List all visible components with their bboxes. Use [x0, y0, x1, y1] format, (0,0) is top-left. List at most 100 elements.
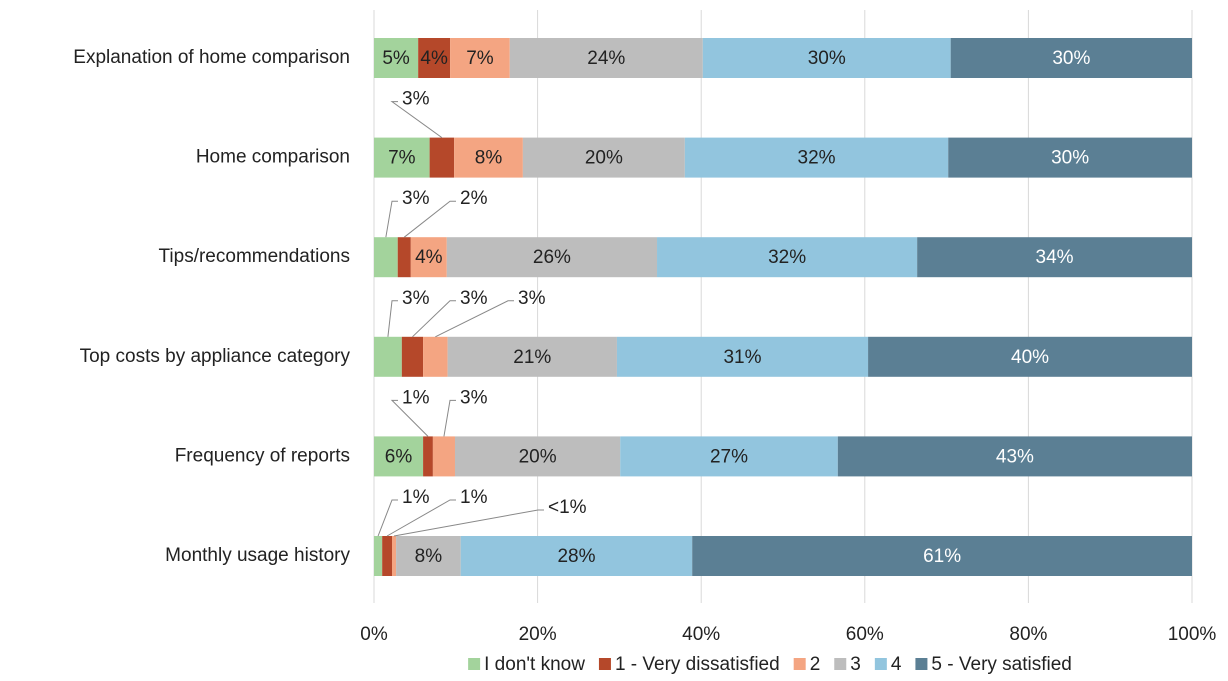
- bar-segment: [460, 536, 693, 576]
- bar-segment: [396, 536, 461, 576]
- bar-segment: [401, 336, 424, 377]
- bar-segment: [684, 137, 949, 178]
- leader-line: [393, 509, 544, 537]
- legend-label: 2: [810, 654, 821, 675]
- data-label: 43%: [996, 446, 1034, 467]
- bar-segment: [374, 336, 402, 377]
- bar-segment: [446, 237, 658, 278]
- bar-segment: [397, 237, 411, 278]
- bar-segment: [692, 536, 1192, 576]
- data-label: 27%: [710, 446, 748, 467]
- x-tick-label: 0%: [360, 624, 388, 645]
- x-tick-label: 80%: [1009, 624, 1047, 645]
- bar-segment: [868, 336, 1192, 377]
- bar-segment: [418, 38, 451, 78]
- bar-segment: [950, 38, 1192, 78]
- data-label: 3%: [518, 288, 546, 309]
- data-label: 4%: [415, 247, 443, 268]
- y-tick-label: Monthly usage history: [165, 545, 350, 566]
- bar-segment: [450, 38, 510, 78]
- data-label: 26%: [533, 247, 571, 268]
- leader-line: [390, 101, 443, 139]
- leader-line: [443, 399, 456, 437]
- leader-line: [387, 300, 398, 337]
- data-label: 3%: [402, 89, 430, 110]
- data-label: 4%: [420, 48, 448, 69]
- bar-segment: [432, 436, 455, 477]
- leader-line: [386, 499, 456, 537]
- legend-label: I don't know: [484, 654, 585, 675]
- bar-segment: [374, 137, 430, 178]
- data-label: 3%: [460, 288, 488, 309]
- bar-segment: [509, 38, 703, 78]
- legend-swatch: [468, 658, 481, 670]
- bar-segment: [522, 137, 685, 178]
- x-tick-label: 40%: [682, 624, 720, 645]
- bar-segment: [948, 137, 1192, 178]
- bar-segment: [374, 38, 419, 78]
- data-label: 8%: [415, 546, 443, 567]
- bar-segment: [382, 536, 392, 576]
- bar-segment: [447, 336, 617, 377]
- bar-segment: [391, 536, 397, 576]
- bar-segment: [374, 536, 383, 576]
- legend-label: 3: [850, 654, 861, 675]
- leader-line: [377, 499, 398, 537]
- y-tick-label: Tips/recommendations: [159, 246, 350, 267]
- data-label: 28%: [557, 546, 595, 567]
- bar-segment: [423, 436, 433, 477]
- legend-swatch: [598, 658, 611, 670]
- data-label: 32%: [798, 148, 836, 169]
- leader-line: [412, 300, 456, 338]
- y-tick-label: Home comparison: [196, 147, 350, 168]
- bar-segment: [423, 336, 448, 377]
- data-label: 7%: [466, 48, 494, 69]
- data-label: 21%: [513, 347, 551, 368]
- data-label: 24%: [587, 48, 625, 69]
- data-label: 1%: [460, 487, 488, 508]
- bar-segment: [374, 237, 398, 278]
- bar-segment: [702, 38, 951, 78]
- y-tick-label: Frequency of reports: [175, 445, 350, 466]
- data-label: 3%: [402, 288, 430, 309]
- leader-line: [390, 399, 429, 437]
- data-label: 3%: [402, 188, 430, 209]
- bar-segment: [454, 137, 523, 178]
- leader-line: [403, 200, 456, 238]
- x-tick-label: 100%: [1168, 624, 1217, 645]
- bar-segment: [837, 436, 1192, 477]
- data-label: 40%: [1011, 347, 1049, 368]
- leader-line: [385, 200, 398, 238]
- bar-segment: [374, 436, 424, 477]
- data-label: 7%: [388, 148, 416, 169]
- data-label: 5%: [382, 48, 410, 69]
- legend-label: 1 - Very dissatisfied: [615, 654, 780, 675]
- data-label: 20%: [585, 148, 623, 169]
- data-label: 30%: [1052, 48, 1090, 69]
- data-label: 32%: [768, 247, 806, 268]
- data-label: 8%: [475, 148, 503, 169]
- leader-line: [435, 300, 514, 338]
- x-tick-label: 20%: [519, 624, 557, 645]
- data-label: 30%: [1051, 148, 1089, 169]
- y-tick-label: Top costs by appliance category: [80, 346, 351, 367]
- legend-swatch: [834, 658, 847, 670]
- x-tick-label: 60%: [846, 624, 884, 645]
- legend-swatch: [915, 658, 928, 670]
- data-label: 20%: [519, 446, 557, 467]
- bar-segment: [429, 137, 455, 178]
- bar-segment: [410, 237, 447, 278]
- data-label: 2%: [460, 188, 488, 209]
- bar-segment: [454, 436, 621, 477]
- data-label: <1%: [548, 497, 587, 518]
- data-label: 31%: [723, 347, 761, 368]
- legend-label: 4: [891, 654, 902, 675]
- data-label: 3%: [460, 387, 488, 408]
- data-label: 34%: [1036, 247, 1074, 268]
- data-label: 61%: [923, 546, 961, 567]
- bar-segment: [616, 336, 869, 377]
- data-label: 30%: [808, 48, 846, 69]
- y-tick-label: Explanation of home comparison: [73, 47, 350, 68]
- bar-segment: [917, 237, 1192, 278]
